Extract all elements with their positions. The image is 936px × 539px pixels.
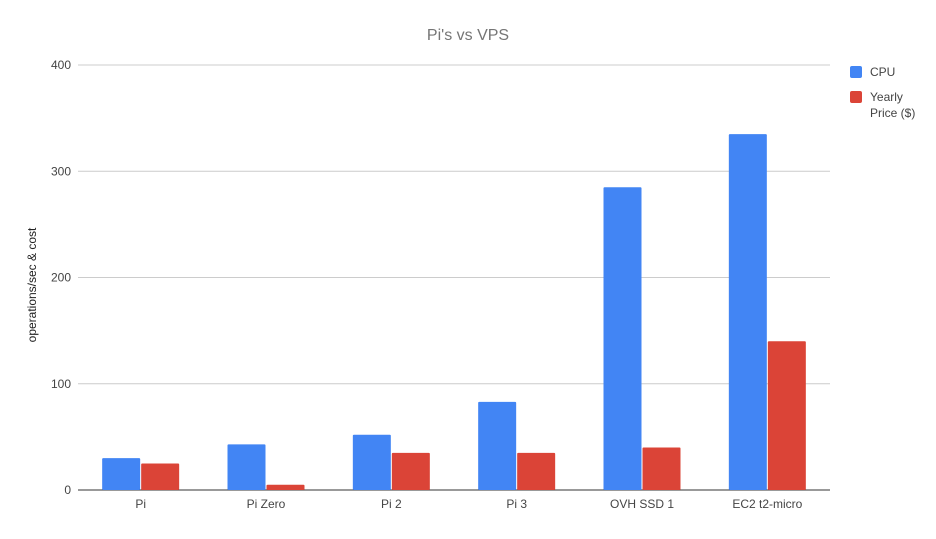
x-tick-label: OVH SSD 1	[610, 497, 674, 511]
bar-cpu-0	[102, 458, 141, 490]
bar-yearly-price-2	[391, 452, 430, 490]
y-tick-label: 300	[51, 164, 71, 178]
bars-group	[102, 134, 806, 490]
legend-label-0: CPU	[870, 65, 895, 79]
y-tick-label: 0	[64, 483, 71, 497]
y-tick-label: 200	[51, 271, 71, 285]
x-tick-label: Pi 2	[381, 497, 402, 511]
bar-yearly-price-5	[767, 341, 806, 490]
legend-swatch-1	[850, 91, 862, 103]
bar-cpu-1	[227, 444, 266, 490]
bar-cpu-2	[352, 434, 391, 490]
legend: CPU Yearly Price ($)	[850, 65, 915, 120]
bar-yearly-price-0	[141, 463, 180, 490]
x-tick-label: EC2 t2-micro	[732, 497, 802, 511]
legend-swatch-0	[850, 66, 862, 78]
bar-cpu-5	[728, 134, 767, 490]
x-tick-label: Pi Zero	[247, 497, 286, 511]
bar-yearly-price-4	[642, 447, 681, 490]
legend-label-1: Yearly Price ($)	[870, 90, 915, 120]
chart-title: Pi's vs VPS	[427, 27, 509, 44]
x-tick-label: Pi 3	[506, 497, 527, 511]
y-axis-label: operations/sec & cost	[25, 227, 39, 342]
bar-yearly-price-1	[266, 484, 305, 490]
x-tick-label: Pi	[135, 497, 146, 511]
bar-yearly-price-3	[517, 452, 556, 490]
bar-cpu-4	[603, 187, 642, 490]
y-tick-label: 400	[51, 58, 71, 72]
tick-labels: 0 100 200 300 400 Pi Pi Zero Pi 2 Pi 3 OVH SSD 1 E…	[51, 58, 803, 511]
bar-cpu-3	[478, 401, 517, 490]
gridlines	[78, 64, 830, 491]
y-tick-label: 100	[51, 377, 71, 391]
